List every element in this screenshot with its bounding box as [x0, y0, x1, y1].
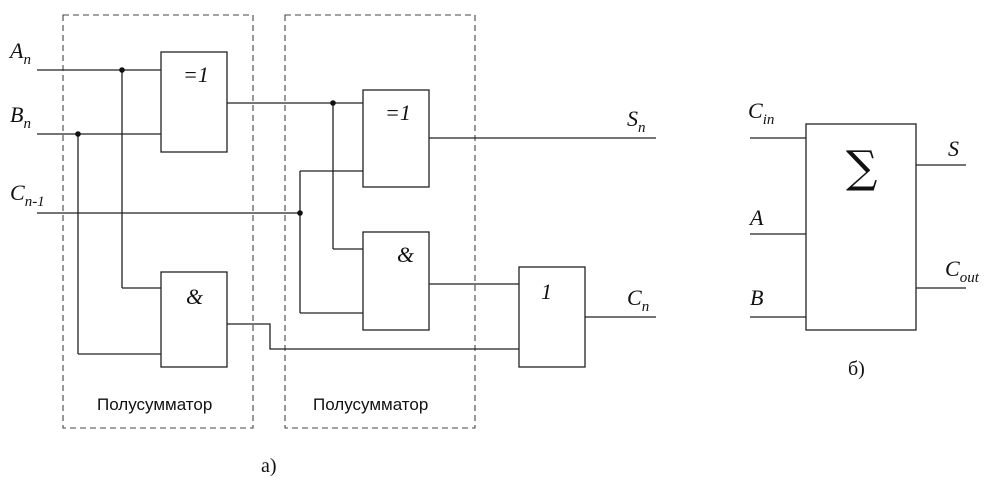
- xor-gate-1: [160, 51, 228, 153]
- output-label-cout: Cout: [945, 256, 980, 286]
- xor-gate-2-symbol: =1: [385, 100, 411, 125]
- or-gate: [518, 266, 586, 368]
- and-gate-2: [362, 231, 430, 331]
- junction-xor1-out: [330, 100, 336, 106]
- and-gate-1-symbol: &: [186, 284, 204, 309]
- sum-symbol: ∑: [846, 142, 877, 193]
- half-adder-2-boundary: [284, 14, 476, 429]
- and-gate-2-symbol: &: [397, 242, 415, 267]
- input-label-cin: Cin: [748, 98, 774, 128]
- wire-and1-to-or: [227, 323, 519, 350]
- junction-bn: [75, 131, 81, 137]
- figure-caption-b: б): [848, 358, 865, 380]
- diagram-b: ∑ Cin A B S Cout б): [748, 98, 980, 380]
- output-label-s: S: [948, 136, 959, 161]
- input-label-cn1: Cn-1: [10, 180, 45, 210]
- half-adder-1-boundary: [62, 14, 254, 429]
- input-label-an: An: [8, 38, 31, 68]
- wires: [37, 69, 656, 355]
- input-label-a: A: [748, 205, 764, 230]
- adder-block: [805, 123, 917, 331]
- half-adder-label-2: Полусумматор: [313, 395, 428, 414]
- output-label-sn: Sn: [627, 106, 646, 136]
- xor-gate-1-symbol: =1: [183, 62, 209, 87]
- input-label-b: B: [750, 285, 763, 310]
- and-gate-1: [160, 271, 228, 368]
- or-gate-symbol: 1: [541, 279, 552, 304]
- figure-caption-a: а): [261, 455, 277, 477]
- input-label-bn: Bn: [10, 102, 31, 132]
- diagram-a: =1 & =1 & 1 A: [8, 14, 656, 477]
- half-adder-label-1: Полусумматор: [97, 395, 212, 414]
- output-label-cn: Cn: [627, 285, 649, 315]
- junction-cn1: [297, 210, 303, 216]
- junction-an: [119, 67, 125, 73]
